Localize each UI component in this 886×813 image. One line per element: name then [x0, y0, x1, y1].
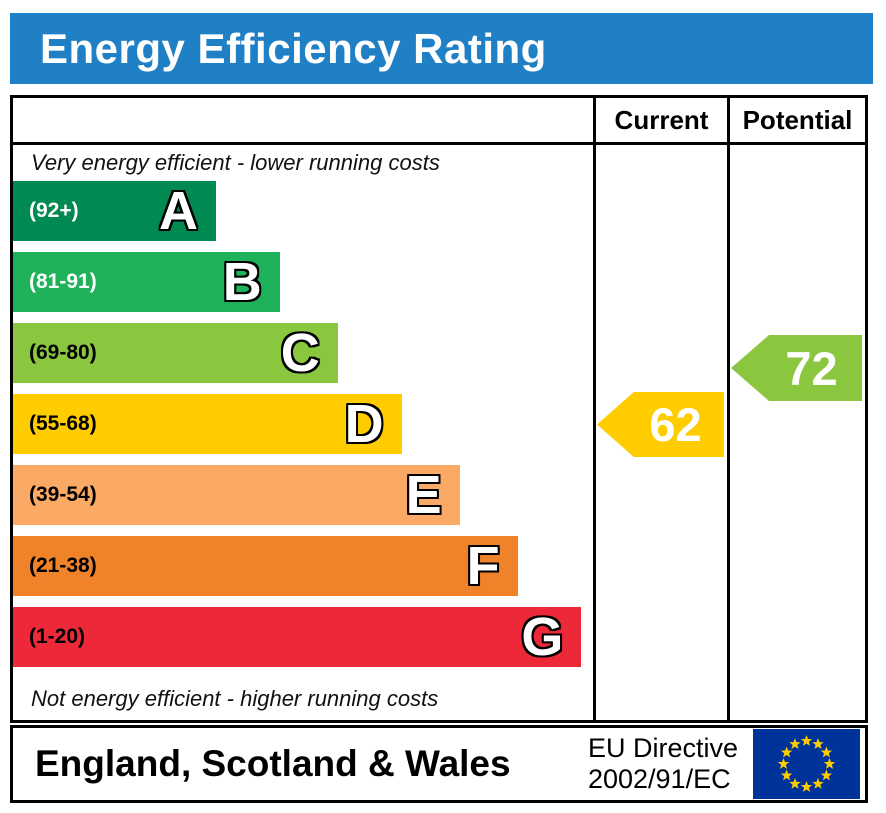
- bottom-note: Not energy efficient - higher running co…: [31, 686, 439, 711]
- current-column-header: Current: [593, 98, 727, 142]
- band-range-label: (69-80): [29, 341, 97, 364]
- band-range-label: (1-20): [29, 625, 86, 648]
- band-row: (92+) A: [13, 181, 593, 241]
- band-row: (69-80) C: [13, 323, 593, 383]
- band-letter: B: [222, 252, 262, 312]
- page-title: Energy Efficiency Rating: [40, 24, 547, 72]
- band-range-label: (55-68): [29, 412, 97, 435]
- band-range-label: (21-38): [29, 554, 97, 577]
- band-bar: (55-68) D: [13, 394, 402, 454]
- band-letter: D: [344, 394, 384, 454]
- band-bar: (92+) A: [13, 181, 216, 241]
- band-bar: (69-80) C: [13, 323, 338, 383]
- band-letter: G: [521, 607, 564, 667]
- band-bar: (39-54) E: [13, 465, 460, 525]
- potential-rating-value: 72: [785, 341, 838, 395]
- potential-column-header: Potential: [727, 98, 865, 142]
- band-row: (81-91) B: [13, 252, 593, 312]
- footer-bar: England, Scotland & Wales EU Directive 2…: [10, 725, 868, 803]
- band-row: (55-68) D: [13, 394, 593, 454]
- current-column: 62: [593, 145, 727, 720]
- eu-flag-icon: [753, 729, 860, 799]
- band-row: (21-38) F: [13, 536, 593, 596]
- band-range-label: (39-54): [29, 483, 97, 506]
- band-letter: A: [159, 181, 198, 241]
- band-letter: C: [280, 323, 320, 383]
- chart-area: Very energy efficient - lower running co…: [13, 145, 593, 720]
- band-row: (39-54) E: [13, 465, 593, 525]
- table-body: Very energy efficient - lower running co…: [13, 145, 865, 720]
- band-bar: (1-20) G: [13, 607, 582, 667]
- rating-table: Current Potential Very energy efficient …: [10, 95, 868, 723]
- eu-directive-label: EU Directive 2002/91/EC: [588, 733, 738, 795]
- eu-directive-line2: 2002/91/EC: [587, 764, 731, 794]
- band-range-label: (81-91): [29, 270, 97, 293]
- title-bar: Energy Efficiency Rating: [10, 13, 873, 84]
- current-rating-arrow: 62: [597, 392, 724, 457]
- band-bar: (81-91) B: [13, 252, 280, 312]
- band-range-label: (92+): [29, 199, 79, 222]
- potential-rating-arrow: 72: [731, 335, 862, 401]
- band-bar: (21-38) F: [13, 536, 518, 596]
- band-row: (1-20) G: [13, 607, 593, 667]
- header-spacer: [13, 98, 593, 142]
- band-letter: E: [405, 465, 442, 525]
- region-label: England, Scotland & Wales: [35, 743, 511, 784]
- eu-directive-line1: EU Directive: [587, 733, 738, 764]
- top-note: Very energy efficient - lower running co…: [31, 150, 440, 175]
- band-letter: F: [466, 536, 500, 596]
- table-header-row: Current Potential: [13, 98, 865, 145]
- potential-column: 72: [727, 145, 865, 720]
- current-rating-value: 62: [649, 398, 702, 451]
- bands: (92+) A (81-91) B (69-80) C (55-68) D (3…: [13, 181, 593, 667]
